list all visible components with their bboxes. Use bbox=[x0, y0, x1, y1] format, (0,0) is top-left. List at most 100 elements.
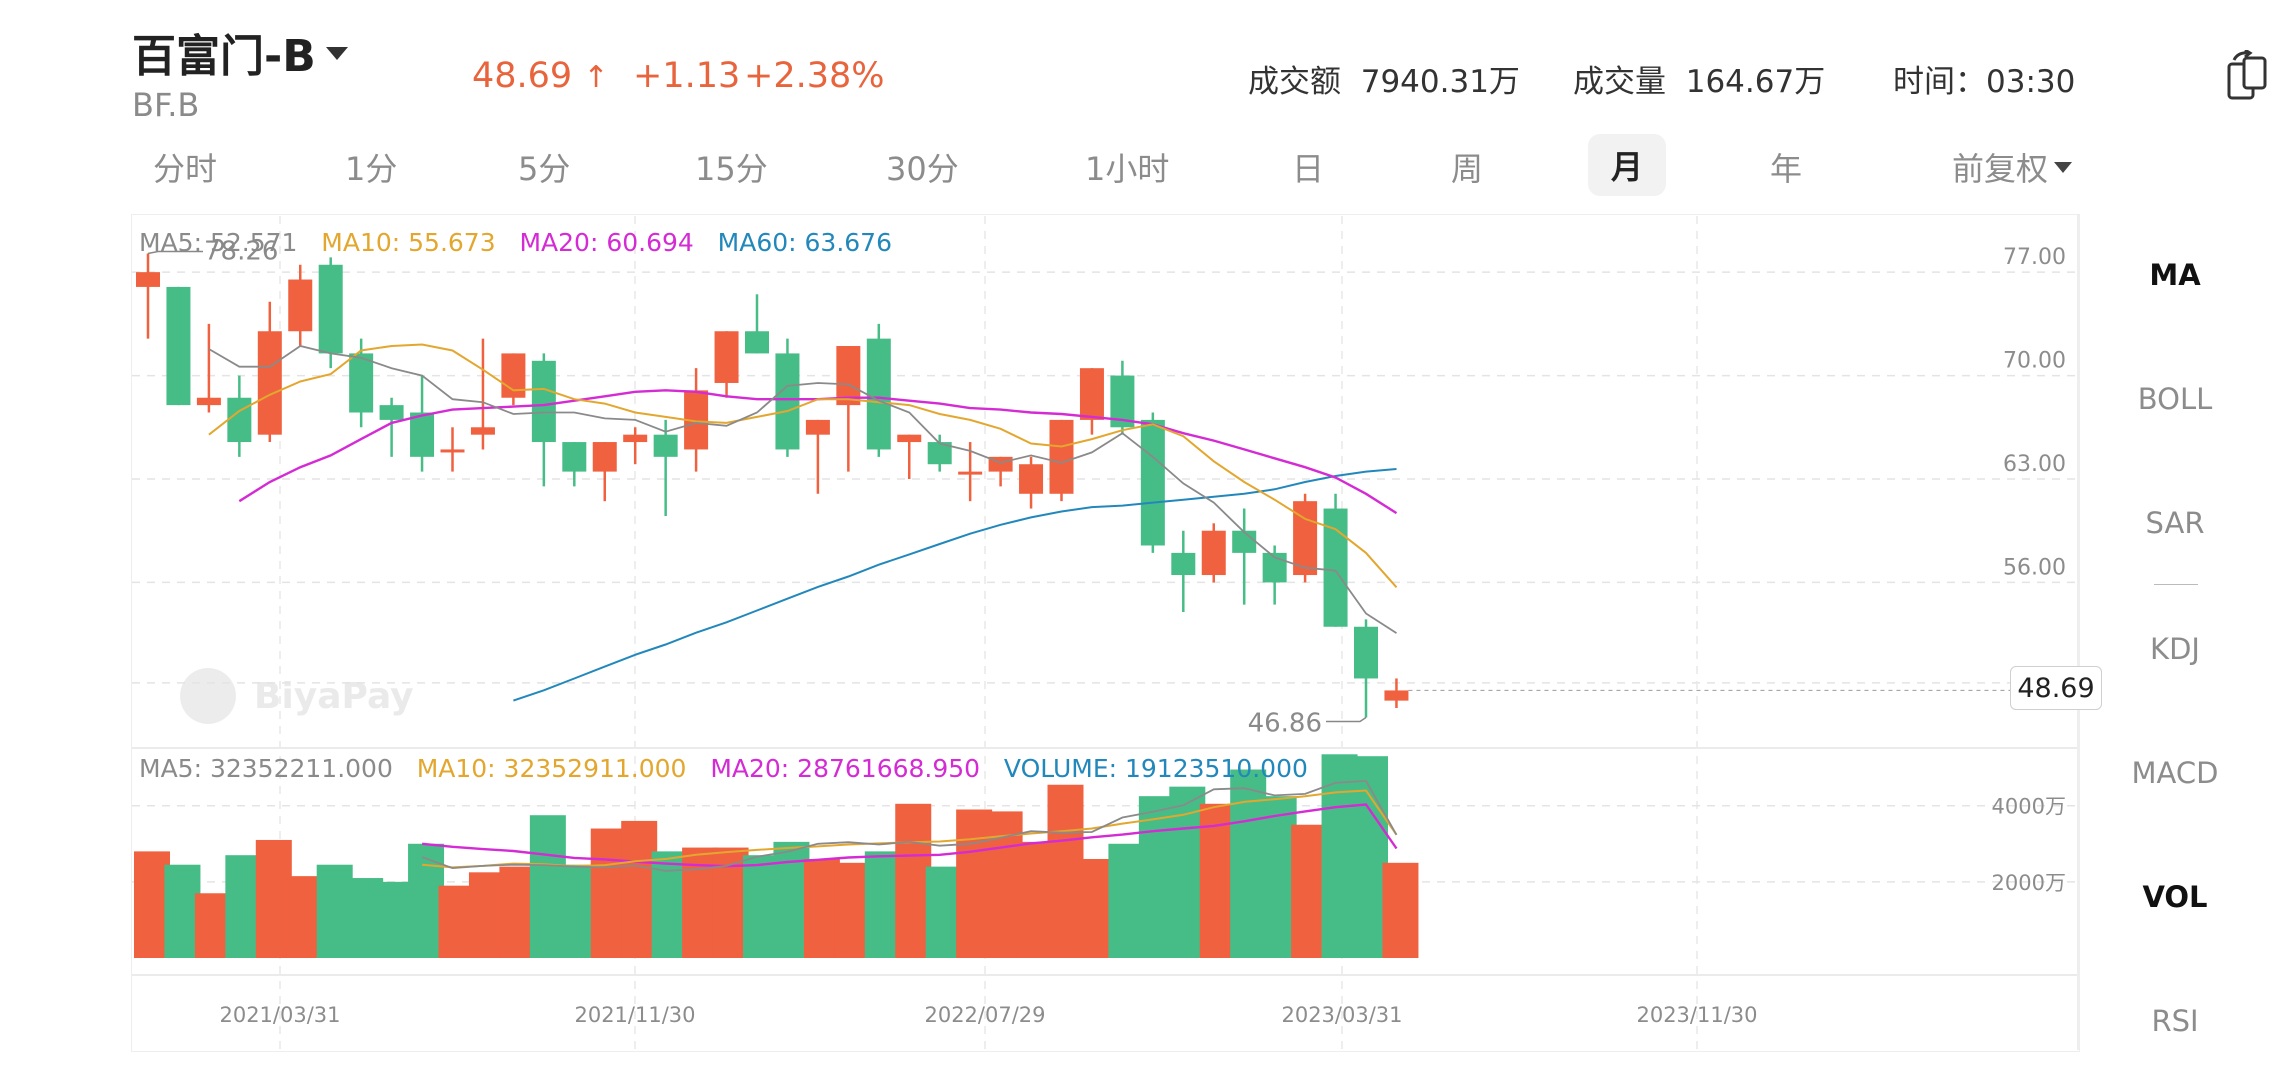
date-axis-label: 2021/03/31 bbox=[219, 1003, 340, 1027]
candle-body bbox=[166, 286, 191, 406]
volume-bar bbox=[1047, 784, 1084, 958]
price-axis-label: 63.00 bbox=[2003, 452, 2066, 477]
volume-bar bbox=[468, 872, 505, 958]
candle-body bbox=[592, 442, 617, 472]
volume-ma-lines bbox=[421, 779, 1398, 872]
candle-body bbox=[257, 331, 282, 435]
tab-timeshare[interactable]: 分时 bbox=[153, 150, 218, 188]
max-min-markers: 78.26 46.86 bbox=[147, 237, 2010, 738]
volume-bar bbox=[134, 851, 170, 958]
volume-bar bbox=[1199, 803, 1236, 958]
volume-bar bbox=[225, 855, 262, 958]
candle-body bbox=[653, 434, 678, 457]
volume-bar bbox=[925, 866, 962, 958]
tab-month[interactable]: 月 bbox=[1588, 134, 1666, 196]
tab-5min[interactable]: 5分 bbox=[518, 150, 571, 188]
price-change: +1.13 bbox=[633, 56, 741, 96]
current-price-tag: 48.69 bbox=[2010, 666, 2102, 710]
candle-body bbox=[1049, 419, 1074, 494]
indicator-sar[interactable]: SAR bbox=[2145, 506, 2205, 540]
legend-ma10: MA10: 55.673 bbox=[321, 228, 496, 257]
volume-bar bbox=[194, 893, 231, 958]
candle-body bbox=[136, 272, 160, 287]
tab-30min[interactable]: 30分 bbox=[886, 150, 959, 188]
candle-body bbox=[1201, 530, 1226, 576]
indicator-macd[interactable]: MACD bbox=[2131, 756, 2219, 790]
volume-bar bbox=[377, 881, 414, 958]
ma5-line bbox=[208, 345, 1397, 634]
volume-bar bbox=[1321, 754, 1358, 958]
price-axis-label: 56.00 bbox=[2003, 555, 2066, 580]
volume-bar bbox=[1108, 843, 1145, 958]
candle-body bbox=[1232, 530, 1257, 553]
volume-legend: MA5: 32352211.000 MA10: 32352911.000 MA2… bbox=[139, 754, 1308, 783]
volume-bar bbox=[1291, 824, 1328, 958]
price-axis-label: 70.00 bbox=[2003, 349, 2066, 374]
tab-week[interactable]: 周 bbox=[1451, 150, 1484, 188]
volume-bar bbox=[499, 866, 536, 958]
date-axis-label: 2022/07/29 bbox=[924, 1003, 1045, 1027]
candle-body bbox=[745, 331, 769, 354]
candle-body bbox=[379, 405, 404, 420]
vol-legend-ma20: MA20: 28761668.950 bbox=[710, 754, 981, 783]
chart-frame bbox=[131, 214, 2080, 1052]
candle-body bbox=[1079, 368, 1104, 420]
indicator-vol[interactable]: VOL bbox=[2142, 880, 2208, 914]
indicator-rsi[interactable]: RSI bbox=[2151, 1004, 2199, 1038]
volume-bar bbox=[1382, 862, 1419, 958]
candle-body bbox=[623, 434, 648, 443]
volume-axis-label: 2000万 bbox=[1992, 871, 2066, 895]
last-price: 48.69 ↑ bbox=[472, 56, 609, 96]
volume-bar bbox=[316, 864, 353, 958]
indicator-boll[interactable]: BOLL bbox=[2137, 382, 2213, 416]
watermark-logo-icon bbox=[180, 668, 236, 724]
adjust-dropdown[interactable]: 前复权 bbox=[1952, 144, 2073, 190]
tab-1hour[interactable]: 1小时 bbox=[1085, 150, 1170, 188]
rotate-screen-icon[interactable] bbox=[2226, 50, 2268, 100]
volume-bar bbox=[438, 885, 475, 958]
volume-bar bbox=[834, 862, 871, 958]
tab-15min[interactable]: 15分 bbox=[695, 150, 768, 188]
volume-bar bbox=[803, 859, 840, 958]
candles bbox=[136, 253, 1409, 718]
legend-ma20: MA20: 60.694 bbox=[519, 228, 694, 257]
legend-ma5: MA5: 52.571 bbox=[139, 228, 298, 257]
volume-bar bbox=[621, 820, 658, 958]
volume-bar bbox=[864, 851, 901, 958]
vol-legend-ma10: MA10: 32352911.000 bbox=[416, 754, 687, 783]
candle-body bbox=[349, 353, 374, 413]
max-marker-line bbox=[147, 250, 203, 255]
candle-body bbox=[288, 279, 313, 332]
volume-bar bbox=[1352, 756, 1388, 958]
candle-body bbox=[196, 397, 221, 406]
price-axis-label: 77.00 bbox=[2003, 245, 2066, 270]
volume: 成交量 164.67万 bbox=[1573, 56, 1825, 101]
legend-ma60: MA60: 63.676 bbox=[717, 228, 892, 257]
volume-bar bbox=[560, 864, 597, 958]
ma-lines bbox=[208, 343, 1398, 702]
time-label: 时间： bbox=[1893, 64, 1986, 100]
chevron-down-icon[interactable] bbox=[325, 46, 348, 60]
candle-body bbox=[1354, 626, 1378, 679]
stock-name[interactable]: 百富门-B bbox=[132, 20, 348, 84]
indicator-ma[interactable]: MA bbox=[2149, 258, 2201, 292]
candle-body bbox=[927, 442, 952, 465]
tab-year[interactable]: 年 bbox=[1770, 150, 1803, 188]
candle-body bbox=[1171, 552, 1196, 576]
candle-body bbox=[410, 412, 435, 457]
candle-body bbox=[227, 397, 252, 443]
volume-bar bbox=[1138, 796, 1175, 958]
volume-value: 164.67万 bbox=[1685, 64, 1826, 100]
volume-bars bbox=[134, 754, 1419, 958]
tab-1min[interactable]: 1分 bbox=[345, 150, 398, 188]
price-change-percent: +2.38% bbox=[744, 56, 885, 96]
indicator-kdj[interactable]: KDJ bbox=[2150, 632, 2200, 666]
time: 时间：03:30 bbox=[1893, 56, 2075, 101]
volume-bar bbox=[529, 815, 566, 958]
min-marker-line bbox=[1326, 716, 1367, 723]
turnover-value: 7940.31万 bbox=[1360, 64, 1520, 100]
time-value: 03:30 bbox=[1986, 64, 2076, 100]
candle-body bbox=[958, 471, 983, 475]
tab-day[interactable]: 日 bbox=[1292, 150, 1325, 188]
